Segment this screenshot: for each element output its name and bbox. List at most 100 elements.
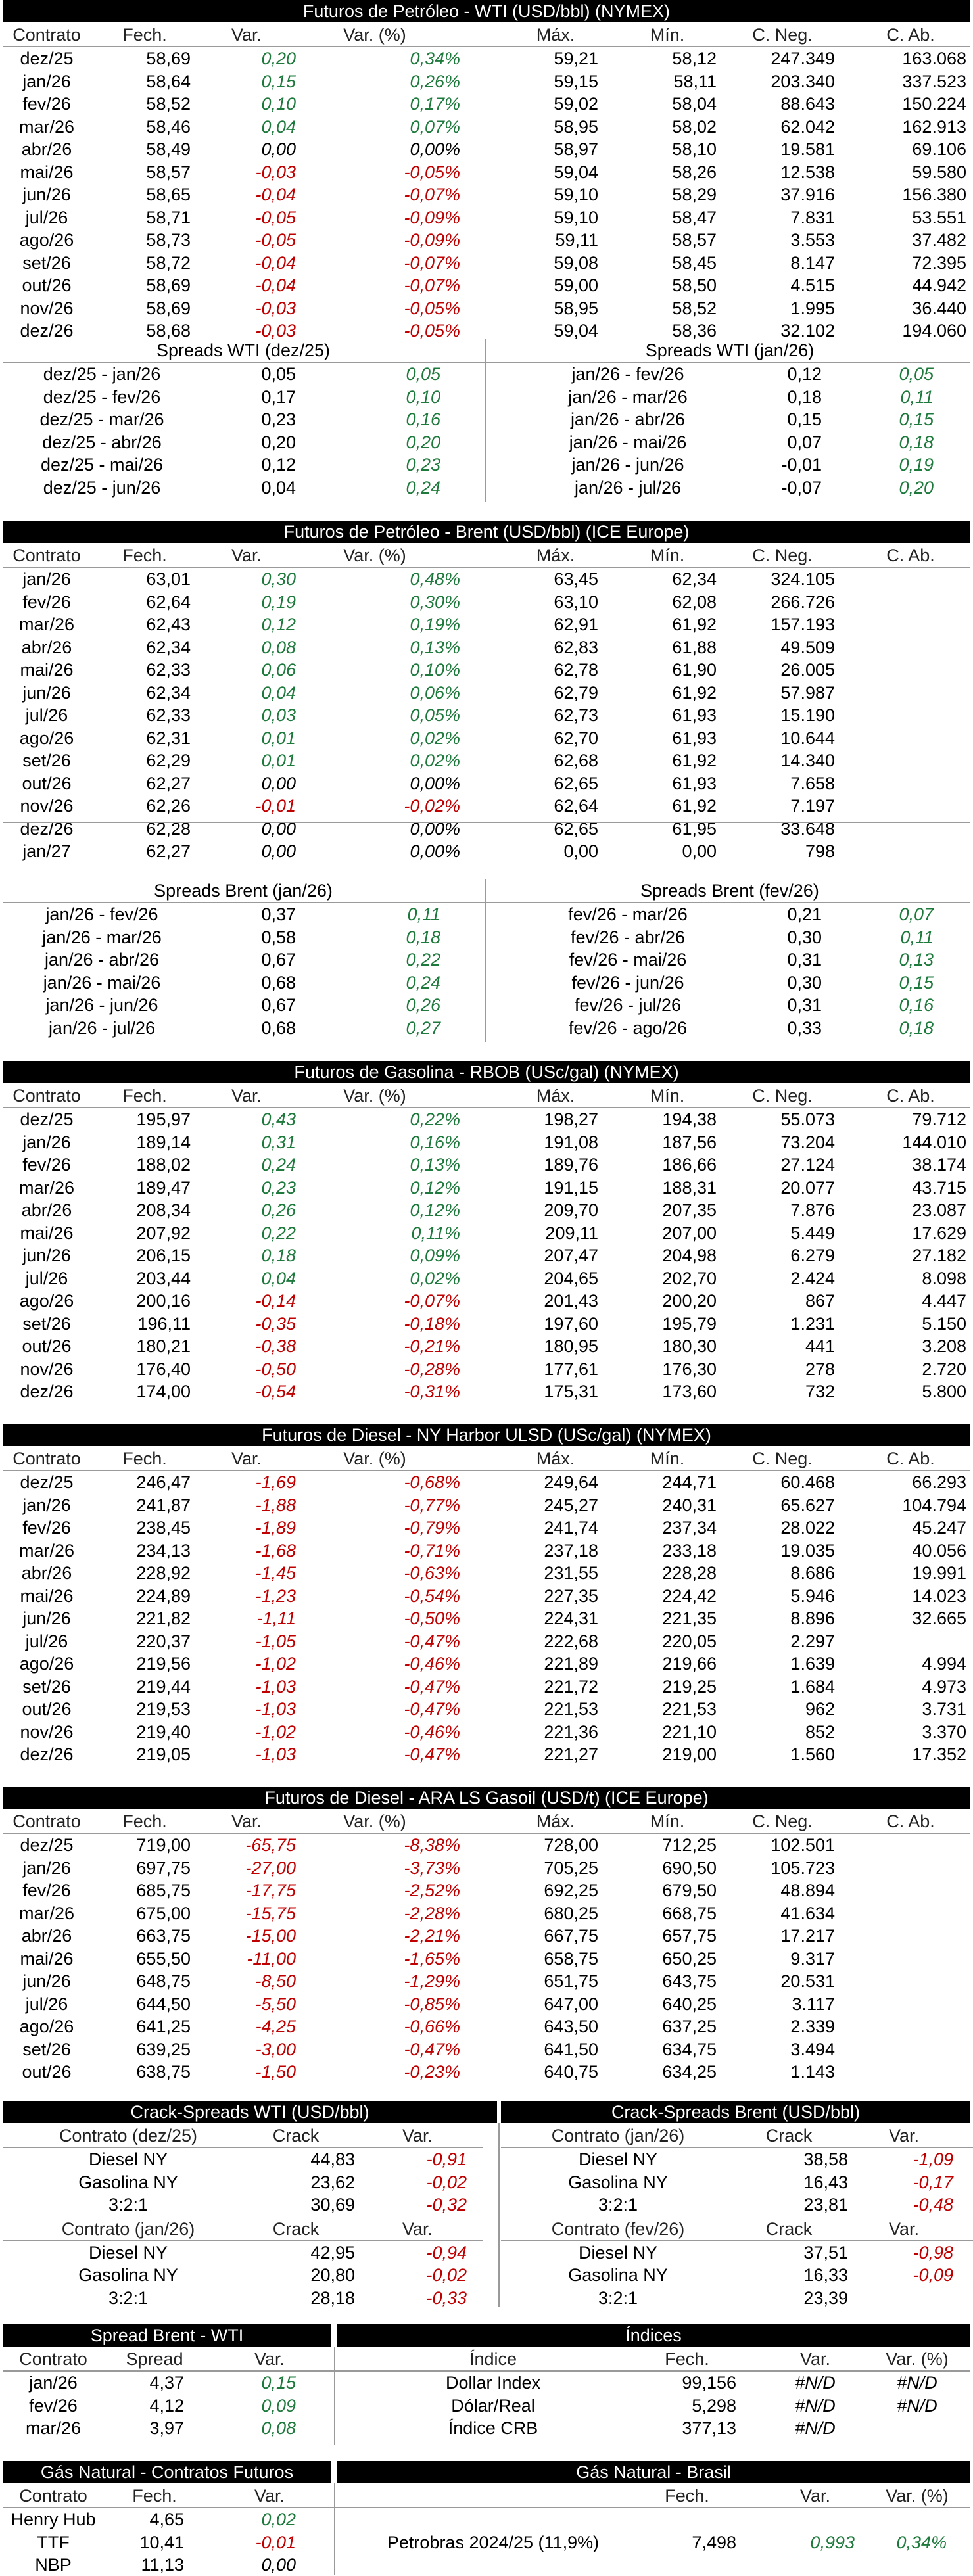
brent-cell — [842, 795, 966, 817]
wti-spread-label: dez/25 - mar/26 — [39, 410, 164, 429]
gasoil-cell: -17,75 — [245, 1881, 296, 1900]
brent-cell: 62,91 — [554, 615, 598, 634]
wti-cell: -0,03 — [255, 298, 296, 318]
gasoil-cell: -11,00 — [247, 1948, 296, 1969]
brent-cell: jan/27 — [22, 841, 71, 861]
wti-spread-value: 0,07 — [787, 432, 822, 452]
gas-brasil-header: Var. — [799, 2486, 831, 2506]
gas-futures-label: TTF — [37, 2532, 70, 2552]
brent-cell: 62,34 — [672, 569, 717, 589]
ulsd-cell: 219,53 — [136, 1699, 191, 1719]
wti-spread-var: 0,05 — [406, 364, 440, 384]
wti-cell: dez/25 — [20, 49, 74, 68]
index-label: Dollar Index — [445, 2373, 541, 2393]
ulsd-cell: -0,50% — [404, 1608, 460, 1628]
index-label: Índice CRB — [448, 2418, 538, 2438]
ulsd-header: Var. — [231, 1449, 262, 1468]
ulsd-cell: -1,02 — [255, 1654, 296, 1674]
ulsd-cell: 240,31 — [662, 1495, 717, 1515]
ulsd-cell: 219,25 — [662, 1676, 717, 1697]
wti-cell: 53.551 — [912, 207, 966, 227]
ulsd-cell: 238,45 — [136, 1518, 191, 1537]
wti-cell: set/26 — [22, 252, 71, 273]
ulsd-cell: 14.023 — [912, 1585, 966, 1606]
wti-spread-var: 0,18 — [899, 432, 934, 452]
divider-line — [3, 46, 970, 47]
gasoil-cell: 634,75 — [662, 2039, 717, 2059]
wti-spread-value: -0,07 — [781, 477, 822, 498]
wti-spread-var: 0,16 — [406, 410, 440, 429]
gasoil-header: Var. (%) — [343, 1812, 406, 1831]
wti-header: Var. — [231, 25, 262, 45]
ulsd-cell: -1,05 — [255, 1631, 296, 1651]
brent-cell: 62,65 — [554, 818, 598, 839]
brent-cell: -0,01 — [255, 796, 296, 816]
wti-cell: 247.349 — [771, 49, 835, 68]
gasoil-cell: 634,25 — [662, 2062, 717, 2082]
brent-cell: 0,00 — [261, 841, 296, 861]
rbob-cell: 732 — [805, 1382, 835, 1401]
rbob-cell: 1.231 — [790, 1313, 835, 1334]
wti-cell: 36.440 — [912, 298, 966, 318]
rbob-cell: 441 — [805, 1336, 835, 1356]
gasoil-header: Mín. — [650, 1812, 685, 1831]
gasoil-header: Var. — [231, 1812, 262, 1831]
ulsd-cell: 241,74 — [544, 1518, 598, 1537]
crack-wti-title: Crack-Spreads WTI (USD/bbl) — [3, 2101, 497, 2123]
wti-cell: 58,57 — [146, 162, 191, 182]
wti-cell: 0,04 — [261, 116, 296, 137]
rbob-cell: 0,12% — [410, 1177, 460, 1198]
wti-cell: 58,04 — [672, 94, 717, 114]
rbob-cell: 0,13% — [410, 1155, 460, 1175]
spread-bw-var: 0,09 — [261, 2395, 296, 2416]
brent-cell: 62,27 — [146, 773, 191, 793]
gas-futures-title: Gás Natural - Contratos Futuros — [3, 2461, 331, 2483]
wti-spread-var: 0,05 — [899, 364, 934, 384]
wti-cell: 0,10 — [261, 94, 296, 114]
ulsd-cell: 237,18 — [544, 1540, 598, 1560]
wti-cell: 59,04 — [554, 162, 598, 182]
crack-label: Diesel NY — [578, 2242, 658, 2262]
crack-value: 23,62 — [310, 2172, 355, 2192]
brent-cell: fev/26 — [22, 592, 71, 612]
indices-header: Índice — [469, 2349, 517, 2369]
gas-futures-value: 11,13 — [141, 2555, 184, 2575]
ulsd-cell: 104.794 — [902, 1495, 966, 1515]
crack-header: Contrato (jan/26) — [61, 2218, 195, 2239]
gasoil-cell: -0,85% — [404, 1994, 460, 2014]
crack-var — [855, 2287, 953, 2309]
ulsd-cell: -1,03 — [255, 1745, 296, 1764]
gasoil-cell: -2,52% — [404, 1881, 460, 1900]
rbob-title: Futuros de Gasolina - RBOB (USc/gal) (NY… — [3, 1061, 970, 1083]
divider-line — [501, 2239, 973, 2241]
crack-label: Diesel NY — [578, 2149, 658, 2169]
index-value: 377,13 — [682, 2418, 736, 2438]
wti-spread-value: 0,12 — [787, 364, 822, 384]
rbob-cell: 173,60 — [662, 1382, 717, 1401]
gasoil-cell: 712,25 — [662, 1835, 717, 1855]
wti-cell: 59,08 — [554, 252, 598, 273]
wti-cell: 59,21 — [554, 49, 598, 68]
gas-futures-header: Contrato — [19, 2486, 87, 2506]
gasoil-cell — [842, 2061, 966, 2083]
wti-spread-label: dez/25 - jan/26 — [43, 364, 161, 384]
crack-header: Var. — [402, 2218, 433, 2239]
brent-cell: 61,92 — [672, 615, 717, 634]
gasoil-cell: -8,38% — [404, 1835, 460, 1855]
crack-label: Gasolina NY — [78, 2265, 178, 2285]
gasoil-cell: 9.317 — [790, 1948, 835, 1969]
ulsd-cell: 219,40 — [136, 1721, 191, 1742]
gas-futures-var: 0,02 — [261, 2510, 296, 2529]
gasoil-cell: 3.494 — [790, 2039, 835, 2059]
rbob-cell: 195,97 — [136, 1110, 191, 1129]
wti-spread-label: dez/25 - mai/26 — [40, 455, 164, 475]
ulsd-cell: 221,10 — [662, 1721, 717, 1742]
ulsd-cell: -0,68% — [404, 1472, 460, 1492]
gasoil-cell: mar/26 — [18, 1903, 75, 1923]
spread-bw-title: Spread Brent - WTI — [3, 2324, 331, 2347]
rbob-cell: 0,16% — [410, 1132, 460, 1152]
index-var: #N/D — [795, 2418, 836, 2438]
brent-cell: 63,01 — [146, 569, 191, 589]
rbob-cell: 198,27 — [544, 1110, 598, 1129]
rbob-cell: 175,31 — [544, 1382, 598, 1401]
